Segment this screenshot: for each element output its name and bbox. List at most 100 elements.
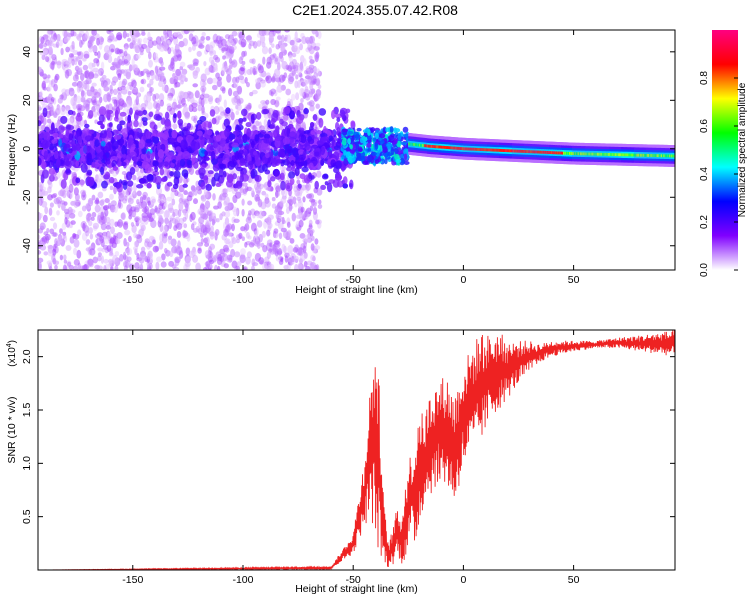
spectrogram-speckle xyxy=(121,80,126,88)
spectrogram-speckle xyxy=(139,223,146,228)
spectrogram-speckle xyxy=(244,241,248,248)
spectrogram-noise xyxy=(215,182,222,187)
spectrogram-speckle xyxy=(108,252,114,257)
spectrogram-noise xyxy=(182,183,188,188)
spectrogram-speckle xyxy=(68,87,74,92)
spectrogram-speckle xyxy=(126,247,133,256)
spectrogram-speckle xyxy=(294,189,301,197)
spectrogram-transition xyxy=(387,152,393,157)
spectrogram-speckle xyxy=(45,56,50,63)
spectrogram-speckle xyxy=(205,260,211,268)
spectrogram-noise xyxy=(291,165,295,172)
spectrogram-noise xyxy=(260,142,268,151)
spectrogram-noise xyxy=(288,171,296,179)
spectrogram-speckle xyxy=(278,232,283,240)
spectrogram-speckle xyxy=(316,170,322,178)
spectrogram-speckle xyxy=(139,196,144,204)
spectrogram-speckle xyxy=(277,210,285,216)
spectrogram-speckle xyxy=(246,186,253,192)
spectrogram-noise xyxy=(64,160,71,167)
spectrogram-noise xyxy=(133,140,139,145)
spectrogram-speckle xyxy=(250,222,257,232)
spectrogram-speckle xyxy=(73,247,78,256)
spectrogram-speckle xyxy=(230,111,235,121)
spectrogram-speckle xyxy=(59,254,64,261)
spectrogram-noise xyxy=(275,159,282,164)
spectrogram-speckle xyxy=(174,81,181,88)
spectrogram-speckle xyxy=(141,30,146,34)
spectrogram-speckle xyxy=(56,210,60,216)
spectrogram-noise xyxy=(114,109,119,120)
spectrogram-speckle xyxy=(246,251,252,259)
spectrogram-noise xyxy=(60,115,68,124)
spectrogram-speckle xyxy=(308,64,315,70)
spectrogram-speckle xyxy=(108,259,113,268)
spectrogram-noise xyxy=(236,124,244,131)
spectrogram-noise xyxy=(108,121,113,128)
spectrogram-speckle xyxy=(198,42,203,48)
spectrogram-speckle xyxy=(155,256,163,263)
spectrogram-speckle xyxy=(255,196,261,201)
spectrogram-speckle xyxy=(193,115,198,121)
spectrogram-speckle xyxy=(260,242,265,248)
spectrogram-noise xyxy=(302,150,307,157)
spectrogram-speckle xyxy=(257,63,262,71)
spectrogram-speckle xyxy=(86,258,92,268)
spectrogram-speckle xyxy=(44,206,49,215)
spectrogram-speckle xyxy=(77,210,83,218)
spectrogram-noise xyxy=(243,151,249,156)
spectrogram-noise xyxy=(180,127,189,132)
spectrogram-speckle xyxy=(47,249,53,257)
spectrogram-speckle xyxy=(300,206,305,213)
spectrogram-speckle xyxy=(103,82,109,92)
spectrogram-speckle xyxy=(109,218,115,227)
spectrogram-noise xyxy=(307,138,315,145)
spectrogram-noise xyxy=(312,114,318,121)
spectrogram-speckle xyxy=(273,68,281,78)
spectrogram-speckle xyxy=(172,208,179,217)
spectrogram-speckle xyxy=(123,46,129,51)
spectrogram-speckle xyxy=(140,102,147,112)
spectrogram-noise xyxy=(88,129,95,134)
spectrogram-speckle xyxy=(254,78,261,84)
spectrogram-speckle xyxy=(193,58,200,65)
spectrogram-speckle xyxy=(92,67,99,73)
spectrogram-speckle xyxy=(250,188,255,194)
spectrogram-noise xyxy=(206,129,213,136)
spectrogram-speckle xyxy=(298,102,304,111)
spectrogram-speckle xyxy=(169,250,174,258)
spectrogram-speckle xyxy=(122,222,129,230)
spectrogram-transition xyxy=(386,143,392,148)
spectrogram-noise xyxy=(207,170,214,175)
spectrogram-speckle xyxy=(181,97,186,106)
spectrogram-speckle xyxy=(318,199,322,205)
spectrogram-speckle xyxy=(193,198,198,205)
spectrogram-speckle xyxy=(147,241,153,248)
spectrogram-noise xyxy=(314,180,319,190)
spectrogram-noise xyxy=(129,107,133,116)
spectrogram-speckle xyxy=(88,220,93,227)
spectrogram-speckle xyxy=(240,226,246,232)
spectrogram-speckle xyxy=(315,219,320,225)
spectrogram-speckle xyxy=(38,42,44,49)
spectrogram-speckle xyxy=(46,227,50,234)
spectrogram-speckle xyxy=(260,80,266,88)
spectrogram-noise xyxy=(182,150,191,160)
spectrogram-speckle xyxy=(53,83,58,92)
spectrogram-speckle xyxy=(308,219,313,226)
spectrogram-speckle xyxy=(88,36,93,46)
spectrogram-noise xyxy=(271,132,278,138)
spectrogram-noise xyxy=(171,129,178,139)
spectrogram-speckle xyxy=(73,199,79,208)
spectrogram-speckle xyxy=(49,216,56,222)
spectrogram-speckle xyxy=(57,97,63,104)
spectrogram-noise xyxy=(196,130,203,136)
spectrogram-speckle xyxy=(65,245,72,251)
spectrogram-speckle xyxy=(274,190,279,199)
spectrogram-speckle xyxy=(224,217,230,226)
spectrogram-speckle xyxy=(134,262,140,270)
spectrogram-speckle xyxy=(199,232,204,238)
spectrogram-speckle xyxy=(132,186,136,195)
spectrogram-speckle xyxy=(171,217,177,224)
spectrogram-speckle xyxy=(307,43,311,48)
